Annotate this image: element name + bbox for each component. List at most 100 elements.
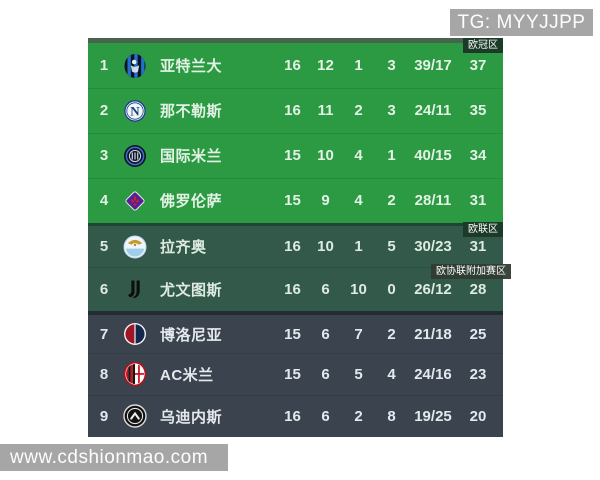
rank-cell: 5 [99, 238, 109, 255]
bologna-logo-icon [120, 322, 150, 346]
drawn-cell: 1 [354, 238, 363, 255]
goals-cell: 28/11 [414, 192, 452, 209]
inter-logo-icon [120, 144, 150, 168]
lost-cell: 2 [387, 192, 396, 209]
team-name: 佛罗伦萨 [160, 193, 223, 210]
drawn-cell: 2 [354, 407, 363, 425]
acmilan-logo-icon [120, 361, 150, 387]
won-cell: 6 [321, 407, 330, 425]
drawn-cell: 4 [354, 192, 363, 209]
drawn-cell: 7 [354, 325, 363, 343]
played-cell: 15 [284, 192, 301, 209]
rank-cell: 3 [99, 147, 109, 164]
goals-cell: 24/11 [414, 102, 452, 119]
team-name: 拉齐奥 [160, 239, 207, 256]
won-cell: 10 [317, 238, 334, 255]
won-cell: 6 [321, 325, 330, 343]
lost-cell: 2 [387, 325, 396, 343]
played-cell: 15 [284, 365, 301, 383]
drawn-cell: 5 [354, 365, 363, 383]
lost-cell: 1 [387, 147, 396, 164]
watermark-top: TG: MYYJJPP [450, 9, 593, 36]
udinese-logo-icon [120, 404, 150, 428]
lost-cell: 5 [387, 238, 396, 255]
team-name: 那不勒斯 [160, 103, 223, 120]
table-row[interactable]: 2 N 那不勒斯 16 11 2 3 24/11 35 [88, 88, 503, 133]
points-cell: 25 [469, 325, 487, 343]
lost-cell: 3 [387, 57, 396, 74]
svg-text:N: N [130, 103, 140, 118]
team-name: 亚特兰大 [160, 58, 223, 75]
rank-cell: 4 [99, 192, 109, 209]
goals-cell: 39/17 [414, 57, 452, 74]
rank-cell: 7 [99, 325, 109, 343]
rank-cell: 9 [99, 407, 109, 425]
team-name: 乌迪内斯 [160, 408, 223, 426]
goals-cell: 19/25 [414, 407, 452, 425]
lazio-logo-icon [120, 235, 150, 259]
won-cell: 11 [317, 102, 334, 119]
goals-cell: 26/12 [414, 280, 452, 298]
table-row[interactable]: 5 拉齐奥 16 10 1 5 30/23 31 [88, 223, 503, 267]
rank-cell: 8 [99, 365, 109, 383]
goals-cell: 40/15 [414, 147, 452, 164]
goals-cell: 21/18 [414, 325, 452, 343]
points-cell: 31 [469, 192, 487, 209]
team-name: 博洛尼亚 [160, 326, 223, 344]
table-row[interactable]: 3 国际米兰 15 10 4 1 40/15 34 [88, 133, 503, 178]
played-cell: 16 [284, 238, 301, 255]
team-name: 尤文图斯 [160, 281, 223, 299]
league-table: 1 亚特兰大 16 12 1 3 39/17 37 2 N 那不勒斯 16 11… [88, 38, 511, 437]
won-cell: 12 [317, 57, 334, 74]
lost-cell: 8 [387, 407, 396, 425]
team-name: AC米兰 [160, 366, 214, 384]
played-cell: 16 [284, 280, 301, 298]
played-cell: 16 [284, 57, 301, 74]
drawn-cell: 10 [350, 280, 367, 298]
fiorentina-logo-icon [120, 189, 150, 213]
table-row[interactable]: 1 亚特兰大 16 12 1 3 39/17 37 [88, 43, 503, 88]
europa-zone-badge: 欧联区 [463, 222, 503, 237]
table-row[interactable]: 4 佛罗伦萨 15 9 4 2 28/11 31 [88, 178, 503, 223]
won-cell: 6 [321, 365, 330, 383]
watermark-top-text: TG: MYYJJPP [457, 11, 586, 33]
played-cell: 15 [284, 325, 301, 343]
goals-cell: 30/23 [414, 238, 452, 255]
won-cell: 9 [321, 192, 330, 209]
rank-cell: 6 [99, 280, 109, 298]
won-cell: 6 [321, 280, 330, 298]
rank-cell: 1 [99, 57, 109, 74]
watermark-bottom: www.cdshionmao.com [0, 444, 228, 471]
drawn-cell: 2 [354, 102, 363, 119]
played-cell: 15 [284, 147, 301, 164]
points-cell: 37 [469, 57, 487, 74]
points-cell: 20 [469, 407, 487, 425]
lost-cell: 4 [387, 365, 396, 383]
drawn-cell: 4 [354, 147, 363, 164]
points-cell: 23 [469, 365, 487, 383]
team-name: 国际米兰 [160, 148, 223, 165]
juventus-logo-icon [120, 277, 150, 301]
points-cell: 31 [469, 238, 487, 255]
conference-playoff-zone-badge: 欧协联附加赛区 [431, 264, 511, 279]
lost-cell: 3 [387, 102, 396, 119]
table-row[interactable]: 9 乌迪内斯 16 6 2 8 19/25 20 [88, 395, 503, 437]
table-top-strip [88, 38, 503, 43]
table-row[interactable]: 8 AC米兰 15 6 5 4 24/16 23 [88, 353, 503, 395]
league-table-rows: 1 亚特兰大 16 12 1 3 39/17 37 2 N 那不勒斯 16 11… [88, 43, 503, 437]
played-cell: 16 [284, 407, 301, 425]
won-cell: 10 [317, 147, 334, 164]
points-cell: 35 [469, 102, 487, 119]
goals-cell: 24/16 [414, 365, 452, 383]
watermark-bottom-text: www.cdshionmao.com [10, 446, 209, 468]
table-row[interactable]: 7 博洛尼亚 15 6 7 2 21/18 25 [88, 311, 503, 353]
played-cell: 16 [284, 102, 301, 119]
champions-zone-badge: 欧冠区 [463, 38, 503, 53]
napoli-logo-icon: N [120, 99, 150, 123]
points-cell: 34 [469, 147, 487, 164]
points-cell: 28 [469, 280, 487, 298]
lost-cell: 0 [387, 280, 396, 298]
rank-cell: 2 [99, 102, 109, 119]
drawn-cell: 1 [354, 57, 363, 74]
